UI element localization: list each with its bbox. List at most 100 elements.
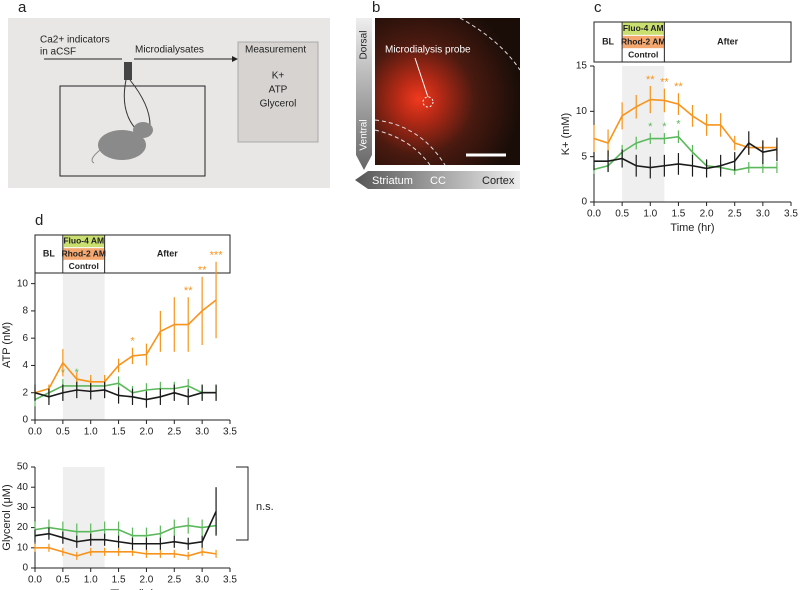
x-tick-label: 2.0: [700, 209, 714, 220]
x-tick-label: 2.5: [167, 427, 181, 438]
x-tick-label: 0.5: [56, 575, 70, 586]
measurement-box: [237, 41, 319, 143]
probe-site: [422, 96, 434, 108]
input-text: in aCSF: [40, 47, 76, 58]
input-text: Ca2+ indicators: [40, 35, 110, 46]
x-tick-label: 0.5: [615, 209, 629, 220]
direction-label: Dorsal: [359, 31, 370, 60]
y-axis-label: Glycerol (μM): [1, 484, 13, 550]
series-label: Rhod-2 AM: [61, 248, 106, 258]
y-tick-label: 10: [17, 278, 29, 289]
y-tick-label: 0: [22, 563, 28, 574]
cage: [59, 85, 206, 177]
region-label: CC: [430, 175, 446, 187]
x-tick-label: 3.5: [784, 209, 798, 220]
arrowhead: [232, 56, 238, 62]
panel-b: b Microdialysis probe Dorsal Ventral Str…: [355, 0, 521, 189]
series-line: [34, 511, 217, 545]
series-label: Control: [69, 261, 99, 271]
y-tick-label: 10: [576, 106, 588, 117]
x-tick-label: 1.0: [84, 575, 98, 586]
x-tick-label: 0.0: [587, 209, 601, 220]
x-tick-label: 0.0: [28, 427, 42, 438]
x-axis-label: Time (hr): [670, 222, 714, 234]
series-line: [593, 135, 777, 172]
x-tick-label: 3.5: [223, 427, 237, 438]
y-axis-label: ATP (nM): [1, 322, 13, 368]
x-tick-label: 2.0: [139, 575, 153, 586]
boundary: [459, 17, 521, 71]
y-tick-label: 50: [17, 462, 29, 473]
series-label-bg: [63, 248, 105, 260]
y-tick-label: 10: [17, 542, 29, 553]
shaded-period: [622, 66, 665, 202]
series-label: Fluo-4 AM: [63, 236, 104, 246]
y-tick-label: 20: [17, 522, 29, 533]
series-label: Control: [628, 50, 658, 60]
series-line: [34, 389, 217, 401]
series-line: [594, 141, 778, 170]
mouse-head: [133, 122, 153, 138]
panel-label: b: [372, 0, 380, 16]
significance: **: [198, 265, 207, 277]
series-line: [35, 547, 217, 557]
y-tick-label: 4: [22, 360, 28, 371]
phase-label: BL: [602, 36, 614, 46]
region-label: Striatum: [372, 175, 413, 187]
x-tick-label: 3.0: [195, 427, 209, 438]
axis-arrow: [356, 18, 372, 170]
significance: **: [184, 285, 193, 297]
y-tick-label: 0: [22, 415, 28, 426]
mouse: [98, 130, 146, 160]
x-tick-label: 1.0: [84, 427, 98, 438]
tubing: [123, 79, 151, 129]
mouse-tail: [91, 149, 101, 164]
y-tick-label: 40: [17, 482, 29, 493]
phase-label: After: [717, 36, 738, 46]
series-label-bg: [63, 260, 105, 273]
box-title: Measurement: [245, 45, 306, 56]
significance: *: [648, 121, 653, 133]
series-label: Rhod-2 AM: [621, 36, 666, 46]
x-tick-label: 3.0: [756, 209, 770, 220]
x-tick-label: 0.5: [56, 427, 70, 438]
series-line: [34, 382, 217, 401]
shaded-period: [62, 270, 105, 420]
significance: **: [674, 81, 683, 93]
y-tick-label: 15: [576, 61, 588, 72]
y-tick-label: 0: [581, 197, 587, 208]
significance: *: [130, 336, 135, 348]
panel-label: c: [594, 0, 602, 16]
series-label-bg: [63, 235, 105, 248]
y-tick-label: 6: [22, 333, 28, 344]
panel-label: a: [18, 0, 27, 16]
boundary: [374, 119, 446, 166]
x-tick-label: 1.5: [671, 209, 685, 220]
y-tick-label: 30: [17, 502, 29, 513]
significance: ***: [210, 250, 224, 262]
x-tick-label: 1.5: [112, 575, 126, 586]
probe-label: Microdialysis probe: [385, 45, 471, 56]
x-tick-label: 3.5: [223, 575, 237, 586]
series-label-bg: [622, 22, 664, 35]
significance: *: [662, 121, 667, 133]
item: K+: [272, 71, 285, 82]
panel-label: d: [35, 212, 43, 229]
significance: *: [676, 118, 681, 130]
flow-text: Microdialysates: [135, 45, 204, 56]
x-tick-label: 2.0: [139, 427, 153, 438]
series-label-bg: [622, 49, 664, 62]
direction-label: Ventral: [359, 119, 370, 150]
brain-image: [375, 18, 520, 165]
bracket-label: n.s.: [256, 501, 274, 513]
x-tick-label: 2.5: [728, 209, 742, 220]
phase-label: BL: [43, 248, 55, 258]
probe-device: [124, 62, 132, 80]
bracket: [236, 466, 249, 541]
x-axis-label: Time (hr): [110, 588, 154, 590]
x-tick-label: 0.0: [28, 575, 42, 586]
region-label: Cortex: [482, 175, 515, 187]
significance: **: [660, 77, 669, 89]
series-line: [34, 299, 217, 394]
